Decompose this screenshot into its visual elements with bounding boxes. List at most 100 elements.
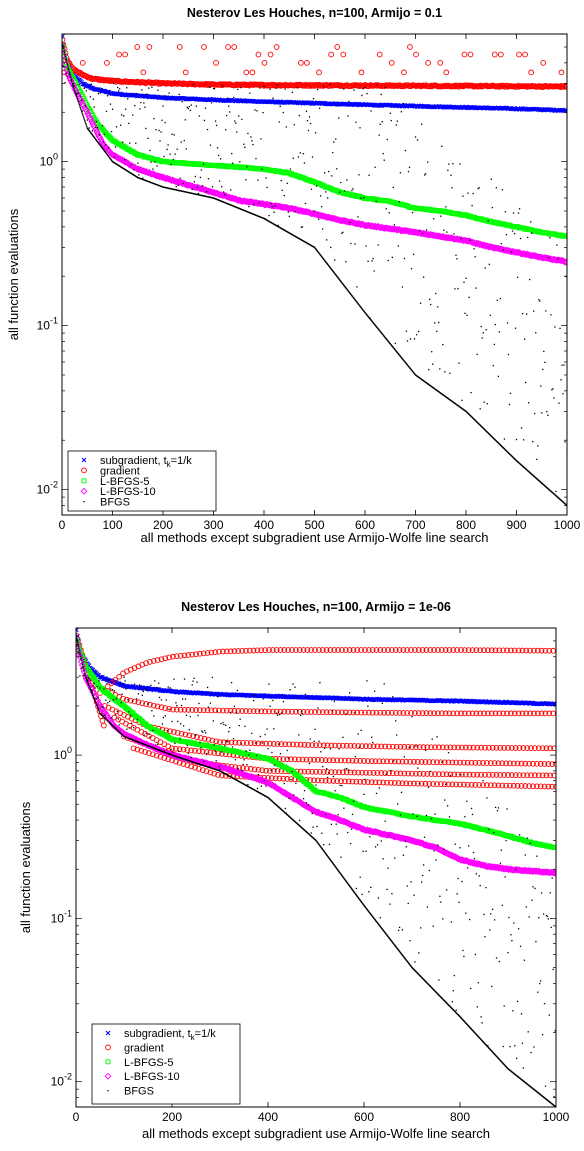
bfgs-point <box>101 146 103 149</box>
bfgs-point <box>187 107 189 110</box>
bfgs-point <box>83 117 85 119</box>
bfgs-point <box>127 98 129 100</box>
bfgs-point <box>338 278 340 281</box>
series-point <box>286 205 294 212</box>
bfgs-point <box>314 132 317 134</box>
bfgs-point <box>341 281 343 284</box>
x-tick-label: 500 <box>304 518 324 532</box>
bfgs-point <box>99 92 102 94</box>
bfgs-point <box>70 78 72 80</box>
gradient-point <box>343 742 350 749</box>
gradient-point <box>527 710 533 717</box>
bfgs-point <box>395 124 398 126</box>
gradient-point <box>401 744 408 750</box>
bfgs-point <box>462 195 464 197</box>
bfgs-point <box>340 280 342 282</box>
gradient-point <box>492 710 499 717</box>
bfgs-point <box>554 326 556 328</box>
bfgs-point <box>77 92 79 94</box>
gradient-point <box>305 742 312 748</box>
bfgs-point <box>89 96 91 98</box>
series-point <box>450 235 458 243</box>
gradient-point <box>541 761 548 767</box>
bfgs-point <box>343 284 345 286</box>
bfgs-point <box>164 121 166 124</box>
bfgs-point <box>269 88 271 90</box>
gradient-point <box>480 760 486 766</box>
bfgs-point <box>333 272 335 274</box>
gradient-point <box>508 710 514 717</box>
series-point <box>347 218 355 226</box>
bfgs-point <box>264 217 266 220</box>
series-point <box>165 175 172 183</box>
bfgs-point <box>136 93 138 95</box>
bfgs-point <box>174 153 176 155</box>
gradient-point <box>347 742 354 749</box>
bfgs-point <box>436 330 438 332</box>
bfgs-point <box>332 270 334 272</box>
bfgs-point <box>332 151 334 154</box>
bfgs-point <box>333 271 335 273</box>
gradient-point <box>236 739 243 746</box>
bfgs-point <box>73 87 75 89</box>
gradient-point <box>116 673 123 680</box>
bfgs-point <box>527 236 529 239</box>
gradient-point <box>205 736 212 743</box>
gradient-point <box>297 741 304 748</box>
gradient-point <box>428 744 435 751</box>
bfgs-point <box>215 124 218 127</box>
gradient-point <box>439 744 446 751</box>
bfgs-point <box>433 218 435 220</box>
bfgs-point <box>358 304 361 307</box>
bfgs-point <box>504 211 507 213</box>
bfgs-point <box>513 232 516 235</box>
gradient-point <box>350 647 357 653</box>
gradient-point <box>277 708 284 715</box>
bfgs-point <box>122 141 124 143</box>
gradient-point <box>481 647 487 654</box>
bfgs-point <box>345 287 348 290</box>
bfgs-point <box>111 108 114 110</box>
gradient-point <box>304 709 311 715</box>
bfgs-point <box>101 147 104 149</box>
gradient-point <box>495 760 502 767</box>
bfgs-point <box>206 128 209 131</box>
series-point <box>103 144 111 152</box>
gradient-point <box>416 744 423 750</box>
bfgs-point <box>418 230 421 232</box>
bfgs-point <box>260 138 262 140</box>
bfgs-point <box>326 262 328 264</box>
bfgs-point <box>328 265 330 267</box>
y-axis-label: all function evaluations <box>6 208 21 340</box>
bfgs-point <box>398 201 401 203</box>
series-square <box>62 44 567 239</box>
bfgs-point <box>389 112 391 114</box>
gradient-point <box>262 708 268 715</box>
bfgs-point <box>495 187 497 189</box>
bfgs-point <box>91 134 93 136</box>
bfgs-point <box>198 115 201 117</box>
gradient-outlier <box>358 69 365 76</box>
bfgs-point <box>393 224 395 226</box>
bfgs-point <box>304 202 307 205</box>
bfgs-point <box>305 110 308 112</box>
gradient-point <box>220 739 227 746</box>
gradient-point <box>335 709 341 716</box>
bfgs-point <box>68 72 71 74</box>
gradient-point <box>426 759 433 765</box>
bfgs-point <box>348 291 351 294</box>
gradient-point <box>100 722 107 729</box>
bfgs-point <box>210 102 213 104</box>
legend-entry: gradient <box>100 465 140 477</box>
bfgs-point <box>191 188 193 190</box>
gradient-point <box>289 647 295 653</box>
legend-entry: subgradient, tk=1/k <box>100 455 192 469</box>
bfgs-point <box>283 194 285 197</box>
bfgs-point <box>75 94 77 97</box>
gradient-point <box>546 710 553 717</box>
gradient-point <box>231 648 238 654</box>
bfgs-point <box>109 103 112 105</box>
bfgs-point <box>109 157 111 159</box>
bfgs-point <box>429 298 431 300</box>
bfgs-point <box>314 247 316 249</box>
